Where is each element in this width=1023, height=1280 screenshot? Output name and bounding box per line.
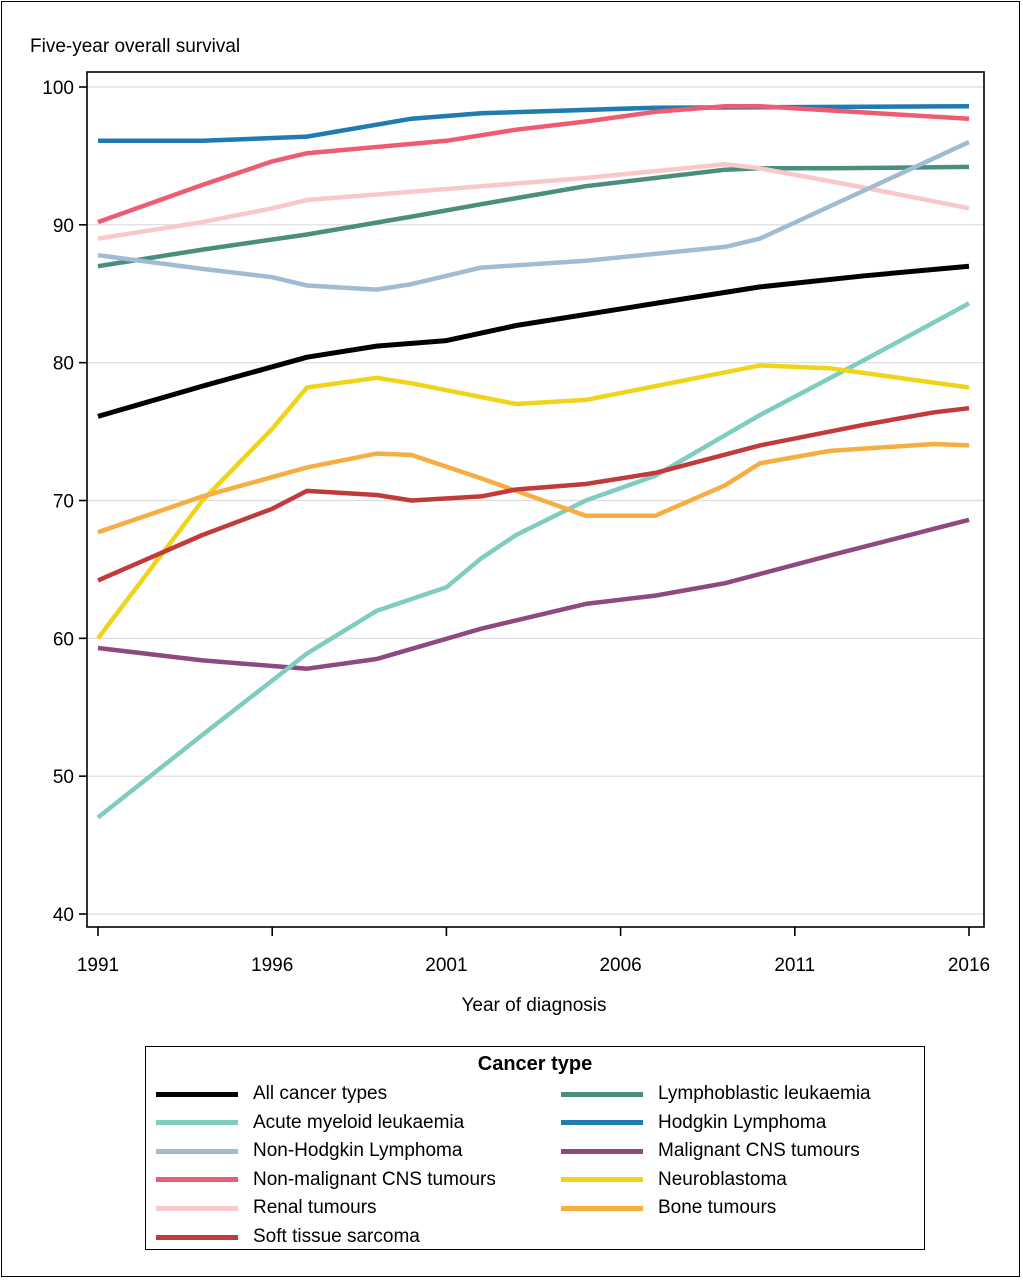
legend-item: Lymphoblastic leukaemia <box>551 1083 871 1105</box>
x-tick-label: 1996 <box>251 955 293 976</box>
legend-label: All cancer types <box>253 1083 388 1104</box>
series-line-lymphoblastic-leukaemia <box>97 164 970 269</box>
legend-swatch <box>561 1205 643 1211</box>
line-chart: Five-year overall survival 40 50 60 70 80 90 1… <box>30 36 990 1016</box>
x-tick-label: 2011 <box>774 955 815 976</box>
legend-swatch <box>561 1177 643 1183</box>
series-line-renal-tumours <box>97 161 970 241</box>
legend-item: Renal tumours <box>146 1197 377 1219</box>
series-line-bone-tumours <box>97 441 970 535</box>
legend-item: Non-malignant CNS tumours <box>146 1169 496 1191</box>
y-tick-label: 90 <box>53 216 74 237</box>
gridlines <box>87 86 984 915</box>
legend-swatch <box>561 1148 643 1154</box>
series-line-all-cancer-types <box>97 263 970 419</box>
legend-label: Hodgkin Lymphoma <box>658 1111 827 1133</box>
y-tick-label: 80 <box>53 354 74 375</box>
x-axis-label: Year of diagnosis <box>461 995 606 1016</box>
legend-label: Neuroblastoma <box>658 1168 787 1190</box>
series-line-non-hodgkin-lymphoma <box>97 140 970 292</box>
legend-label: Malignant CNS tumours <box>658 1140 860 1162</box>
legend-swatch <box>156 1091 238 1097</box>
legend-item: Malignant CNS tumours <box>551 1140 860 1162</box>
series-line-non-malignant-cns-tumours <box>97 104 970 225</box>
legend-swatch <box>561 1091 643 1097</box>
y-axis-label: Five-year overall survival <box>30 36 240 57</box>
y-tick-label: 60 <box>53 629 74 650</box>
legend-swatch <box>156 1148 238 1154</box>
legend-swatch <box>156 1205 238 1211</box>
y-tick-label: 50 <box>53 767 74 788</box>
legend: Cancer type All cancer types Acute myeloi… <box>145 1046 925 1250</box>
series-line-malignant-cns-tumours <box>97 517 970 671</box>
legend-item: All cancer types <box>146 1083 387 1105</box>
legend-item: Acute myeloid leukaemia <box>146 1112 464 1134</box>
y-tick-label: 70 <box>53 492 74 513</box>
legend-item: Soft tissue sarcoma <box>146 1226 420 1248</box>
series-line-soft-tissue-sarcoma <box>97 405 970 583</box>
legend-title: Cancer type <box>477 1053 593 1075</box>
legend-label: Acute myeloid leukaemia <box>253 1111 465 1133</box>
series-line-acute-myeloid-leukaemia <box>96 301 971 820</box>
legend-item: Hodgkin Lymphoma <box>551 1112 826 1134</box>
series-lines <box>96 104 971 820</box>
y-tick-label: 100 <box>42 78 74 99</box>
legend-swatch <box>156 1177 238 1183</box>
legend-item: Non-Hodgkin Lymphoma <box>146 1140 462 1162</box>
y-tick-label: 40 <box>53 905 74 926</box>
x-axis: 1991 1996 2001 2006 2011 2016 <box>77 927 990 976</box>
x-tick-label: 2001 <box>425 955 467 976</box>
legend-label: Renal tumours <box>253 1197 377 1219</box>
legend-label: Non-Hodgkin Lymphoma <box>253 1140 463 1162</box>
legend-item: Neuroblastoma <box>551 1169 787 1191</box>
series-line-neuroblastoma <box>96 363 970 640</box>
legend-swatch <box>156 1234 238 1240</box>
legend-swatch <box>156 1120 238 1126</box>
legend-label: Bone tumours <box>658 1197 777 1219</box>
legend-label: Soft tissue sarcoma <box>253 1226 420 1247</box>
y-axis: 40 50 60 70 80 90 100 <box>42 78 87 926</box>
series-line-hodgkin-lymphoma <box>98 104 970 144</box>
x-tick-label: 2016 <box>948 955 990 976</box>
legend-label: Non-malignant CNS tumours <box>253 1168 496 1190</box>
legend-item: Bone tumours <box>551 1197 776 1219</box>
legend-label: Lymphoblastic leukaemia <box>658 1083 871 1104</box>
plot-area-frame <box>86 71 985 928</box>
x-tick-label: 1991 <box>77 955 119 976</box>
x-tick-label: 2006 <box>599 955 641 976</box>
legend-swatch <box>561 1120 643 1126</box>
